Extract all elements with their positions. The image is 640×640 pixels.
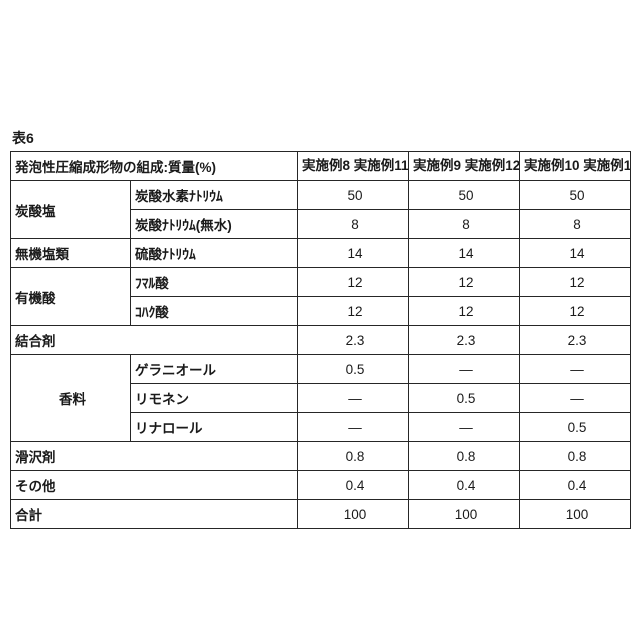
table-row: 無機塩類 硫酸ﾅﾄﾘｳﾑ 14 14 14: [10, 238, 631, 268]
table-row: 滑沢剤 0.8 0.8 0.8: [10, 441, 631, 471]
value-cell: 12: [519, 296, 631, 326]
value-cell: ―: [408, 412, 520, 442]
item-cell: ﾌﾏﾙ酸: [130, 267, 298, 297]
table-row: その他 0.4 0.4 0.4: [10, 470, 631, 500]
item-cell: ゲラニオール: [130, 354, 298, 384]
item-cell: ｺﾊｸ酸: [130, 296, 298, 326]
value-cell: 8: [408, 209, 520, 239]
item-cell: 炭酸水素ﾅﾄﾘｳﾑ: [130, 180, 298, 210]
value-cell: ―: [297, 412, 409, 442]
item-cell: 炭酸ﾅﾄﾘｳﾑ(無水): [130, 209, 298, 239]
column-header-examples-9-12-comp2: 実施例9 実施例12 比較例2: [408, 151, 520, 181]
column-header-examples-8-11: 実施例8 実施例11: [297, 151, 409, 181]
value-cell: 8: [519, 209, 631, 239]
value-cell: ―: [408, 354, 520, 384]
value-cell: 12: [297, 296, 409, 326]
value-cell: 100: [519, 499, 631, 529]
value-cell: 12: [519, 267, 631, 297]
value-cell: 0.8: [408, 441, 520, 471]
value-cell: 12: [408, 296, 520, 326]
value-cell: 50: [297, 180, 409, 210]
category-cell-organic-acid: 有機酸: [10, 267, 131, 326]
value-cell: ―: [519, 354, 631, 384]
value-cell: 2.3: [408, 325, 520, 355]
value-cell: 2.3: [519, 325, 631, 355]
value-cell: 14: [519, 238, 631, 268]
column-header-examples-10-13: 実施例10 実施例13: [519, 151, 631, 181]
category-cell-inorganic-salts: 無機塩類: [10, 238, 131, 268]
category-cell-total: 合計: [10, 499, 298, 529]
table-row: 合計 100 100 100: [10, 499, 631, 529]
composition-header-cell: 発泡性圧縮成形物の組成:質量(%): [10, 151, 298, 181]
value-cell: 0.5: [519, 412, 631, 442]
table-row: 有機酸 ﾌﾏﾙ酸 12 12 12: [10, 267, 631, 326]
value-cell: 50: [408, 180, 520, 210]
value-cell: 100: [408, 499, 520, 529]
value-cell: 14: [408, 238, 520, 268]
value-cell: ―: [519, 383, 631, 413]
table-row: リナロール ― ― 0.5: [11, 412, 631, 442]
value-cell: 12: [408, 267, 520, 297]
table-row: 炭酸ﾅﾄﾘｳﾑ(無水) 8 8 8: [11, 209, 631, 239]
table-row: 炭酸塩 炭酸水素ﾅﾄﾘｳﾑ 50 50 50: [10, 180, 631, 239]
value-cell: 100: [297, 499, 409, 529]
value-cell: 0.8: [297, 441, 409, 471]
table-row: 香料 ゲラニオール 0.5 ― ―: [10, 354, 631, 442]
item-cell: 硫酸ﾅﾄﾘｳﾑ: [130, 238, 298, 268]
value-cell: 0.5: [408, 383, 520, 413]
value-cell: 0.4: [408, 470, 520, 500]
value-cell: 0.4: [297, 470, 409, 500]
category-cell-fragrance: 香料: [10, 354, 131, 442]
value-cell: 0.4: [519, 470, 631, 500]
value-cell: ―: [297, 383, 409, 413]
category-cell-carbonate: 炭酸塩: [10, 180, 131, 239]
value-cell: 50: [519, 180, 631, 210]
value-cell: 14: [297, 238, 409, 268]
value-cell: 8: [297, 209, 409, 239]
table-row: 結合剤 2.3 2.3 2.3: [10, 325, 631, 355]
header-row: 発泡性圧縮成形物の組成:質量(%) 実施例8 実施例11 実施例9 実施例12 …: [10, 151, 631, 181]
value-cell: 0.8: [519, 441, 631, 471]
value-cell: 2.3: [297, 325, 409, 355]
composition-table: 発泡性圧縮成形物の組成:質量(%) 実施例8 実施例11 実施例9 実施例12 …: [10, 151, 631, 529]
item-cell: リナロール: [130, 412, 298, 442]
table-caption: 表6: [12, 130, 34, 146]
category-cell-other: その他: [10, 470, 298, 500]
value-cell: 12: [297, 267, 409, 297]
value-cell: 0.5: [297, 354, 409, 384]
item-cell: リモネン: [130, 383, 298, 413]
category-cell-lubricant: 滑沢剤: [10, 441, 298, 471]
category-cell-binder: 結合剤: [10, 325, 298, 355]
